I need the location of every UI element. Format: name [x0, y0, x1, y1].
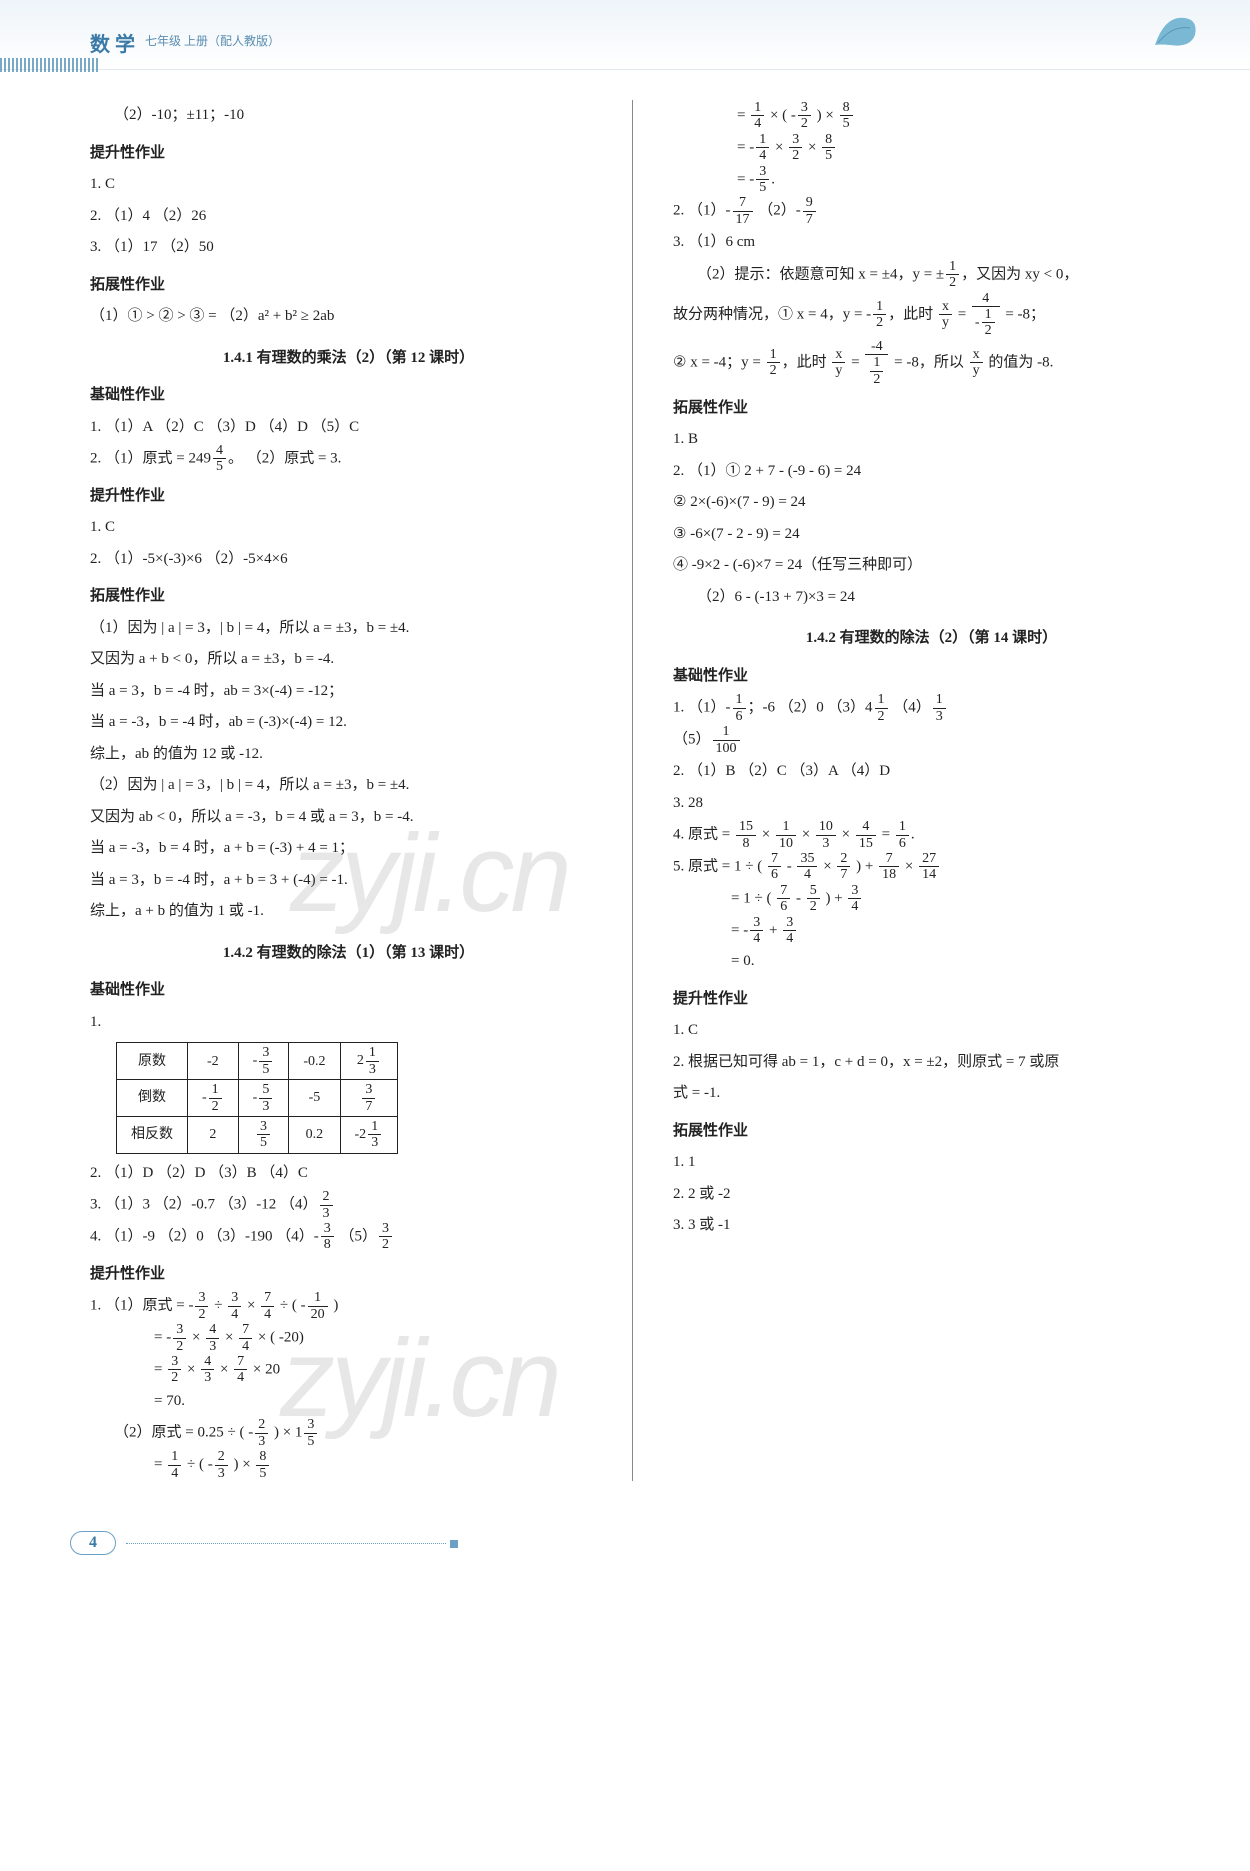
text-line: 2. （1）① 2 + 7 - (-9 - 6) = 24 [673, 456, 1190, 488]
section-subheading: 提升性作业 [90, 138, 607, 170]
text-line: 2. （1）4 （2）26 [90, 201, 607, 233]
text-line: 当 a = 3，b = -4 时，a + b = 3 + (-4) = -1. [90, 865, 607, 897]
text-line: 3. 3 或 -1 [673, 1210, 1190, 1242]
left-column: （2）-10；±11；-10 提升性作业 1. C 2. （1）4 （2）26 … [90, 100, 633, 1481]
text-line: 当 a = -3，b = -4 时，ab = (-3)×(-4) = 12. [90, 707, 607, 739]
text-line: 又因为 a + b < 0，所以 a = ±3，b = -4. [90, 644, 607, 676]
text-line: 3. 28 [673, 788, 1190, 820]
text-line: = -35. [673, 164, 1190, 196]
text-line: = -34 + 34 [673, 915, 1190, 947]
text-line: 2. （1）B （2）C （3）A （4）D [673, 756, 1190, 788]
text-line: 3. （1）3 （2）-0.7 （3）-12 （4）23 [90, 1189, 607, 1221]
text-line: 4. （1）-9 （2）0 （3）-190 （4）-38 （5）32 [90, 1221, 607, 1253]
text-line: 1. C [90, 512, 607, 544]
text-line: 1. [90, 1007, 607, 1039]
section-subheading: 基础性作业 [673, 661, 1190, 693]
text-line: 1. 1 [673, 1147, 1190, 1179]
grade-label: 七年级 上册（配人教版） [145, 32, 280, 49]
text-line: （2）原式 = 0.25 ÷ ( -23 ) × 135 [90, 1417, 607, 1449]
text-line: ② 2×(-6)×(7 - 9) = 24 [673, 487, 1190, 519]
text-line: （1）因为 | a | = 3，| b | = 4，所以 a = ±3，b = … [90, 613, 607, 645]
page-number: 4 [70, 1531, 116, 1555]
text-line: （2）提示：依题意可知 x = ±4，y = ±12，又因为 xy < 0， [673, 259, 1190, 291]
text-line: 2. （1）-5×(-3)×6 （2）-5×4×6 [90, 544, 607, 576]
text-line: 综上，a + b 的值为 1 或 -1. [90, 896, 607, 928]
table-row: 倒数 -12 -53 -5 37 [117, 1080, 398, 1117]
section-subheading: 提升性作业 [90, 481, 607, 513]
text-line: 1. （1）A （2）C （3）D （4）D （5）C [90, 412, 607, 444]
text-line: = -32 × 43 × 74 × ( -20) [90, 1322, 607, 1354]
table-row: 相反数 2 35 0.2 -213 [117, 1116, 398, 1153]
text-line: 2. （1）-717 （2）-97 [673, 195, 1190, 227]
text-line: 5. 原式 = 1 ÷ ( 76 - 354 × 27 ) + 718 × 27… [673, 851, 1190, 883]
text-line: = 32 × 43 × 74 × 20 [90, 1354, 607, 1386]
reciprocal-table: 原数 -2 -35 -0.2 213 倒数 -12 -53 -5 37 相反数 … [116, 1042, 398, 1153]
text-line: ② x = -4；y = 12，此时 xy = -412 = -8，所以 xy … [673, 339, 1190, 387]
text-line: （1）① > ② > ③ = （2）a² + b² ≥ 2ab [90, 301, 607, 333]
text-line: 又因为 ab < 0，所以 a = -3，b = 4 或 a = 3，b = -… [90, 802, 607, 834]
text-line: 当 a = 3，b = -4 时，ab = 3×(-4) = -12； [90, 676, 607, 708]
text-line: 3. （1）17 （2）50 [90, 232, 607, 264]
text-line: 式 = -1. [673, 1078, 1190, 1110]
content-columns: zyji.cn zyji.cn （2）-10；±11；-10 提升性作业 1. … [0, 70, 1250, 1511]
section-subheading: 基础性作业 [90, 975, 607, 1007]
table-row: 原数 -2 -35 -0.2 213 [117, 1043, 398, 1080]
text-line: ④ -9×2 - (-6)×7 = 24（任写三种即可） [673, 550, 1190, 582]
text-line: = 14 × ( -32 ) × 85 [673, 100, 1190, 132]
text-line: 4. 原式 = 158 × 110 × 103 × 415 = 16. [673, 819, 1190, 851]
section-heading: 1.4.1 有理数的乘法（2）（第 12 课时） [90, 343, 607, 375]
text-line: 综上，ab 的值为 12 或 -12. [90, 739, 607, 771]
text-line: （5）1100 [673, 724, 1190, 756]
section-subheading: 拓展性作业 [90, 581, 607, 613]
section-heading: 1.4.2 有理数的除法（2）（第 14 课时） [673, 623, 1190, 655]
text-line: （2）因为 | a | = 3，| b | = 4，所以 a = ±3，b = … [90, 770, 607, 802]
section-subheading: 提升性作业 [673, 984, 1190, 1016]
text-line: （2）6 - (-13 + 7)×3 = 24 [673, 582, 1190, 614]
right-column: = 14 × ( -32 ) × 85 = -14 × 32 × 85 = -3… [663, 100, 1190, 1481]
section-subheading: 基础性作业 [90, 380, 607, 412]
text-line: 当 a = -3，b = 4 时，a + b = (-3) + 4 = 1； [90, 833, 607, 865]
text-line: = -14 × 32 × 85 [673, 132, 1190, 164]
text-line: 1. C [90, 169, 607, 201]
section-subheading: 提升性作业 [90, 1259, 607, 1291]
section-heading: 1.4.2 有理数的除法（1）（第 13 课时） [90, 938, 607, 970]
text-line: 1. B [673, 424, 1190, 456]
text-line: 2. 根据已知可得 ab = 1，c + d = 0，x = ±2，则原式 = … [673, 1047, 1190, 1079]
section-subheading: 拓展性作业 [90, 270, 607, 302]
text-line: 2. 2 或 -2 [673, 1179, 1190, 1211]
text-line: 2. （1）原式 = 24945。 （2）原式 = 3. [90, 443, 607, 475]
text-line: = 14 ÷ ( -23 ) × 85 [90, 1449, 607, 1481]
section-subheading: 拓展性作业 [673, 1116, 1190, 1148]
section-subheading: 拓展性作业 [673, 393, 1190, 425]
text-line: = 0. [673, 946, 1190, 978]
text-line: 3. （1）6 cm [673, 227, 1190, 259]
text-line: 1. C [673, 1015, 1190, 1047]
text-line: = 1 ÷ ( 76 - 52 ) + 34 [673, 883, 1190, 915]
text-line: ③ -6×(7 - 2 - 9) = 24 [673, 519, 1190, 551]
text-line: 故分两种情况，① x = 4，y = -12，此时 xy = 4-12 = -8… [673, 291, 1190, 339]
leaf-icon [1150, 10, 1200, 50]
page-footer: 4 [70, 1531, 570, 1555]
page-header: 数 学 七年级 上册（配人教版） [0, 0, 1250, 70]
dotted-rule [126, 1543, 446, 1544]
text-line: 2. （1）D （2）D （3）B （4）C [90, 1158, 607, 1190]
text-line: 1. （1）-16；-6 （2）0 （3）412 （4）13 [673, 692, 1190, 724]
text-line: 1. （1）原式 = -32 ÷ 34 × 74 ÷ ( -120 ) [90, 1290, 607, 1322]
text-line: = 70. [90, 1386, 607, 1418]
text-line: （2）-10；±11；-10 [90, 100, 607, 132]
subject-title: 数 学 [90, 28, 135, 57]
